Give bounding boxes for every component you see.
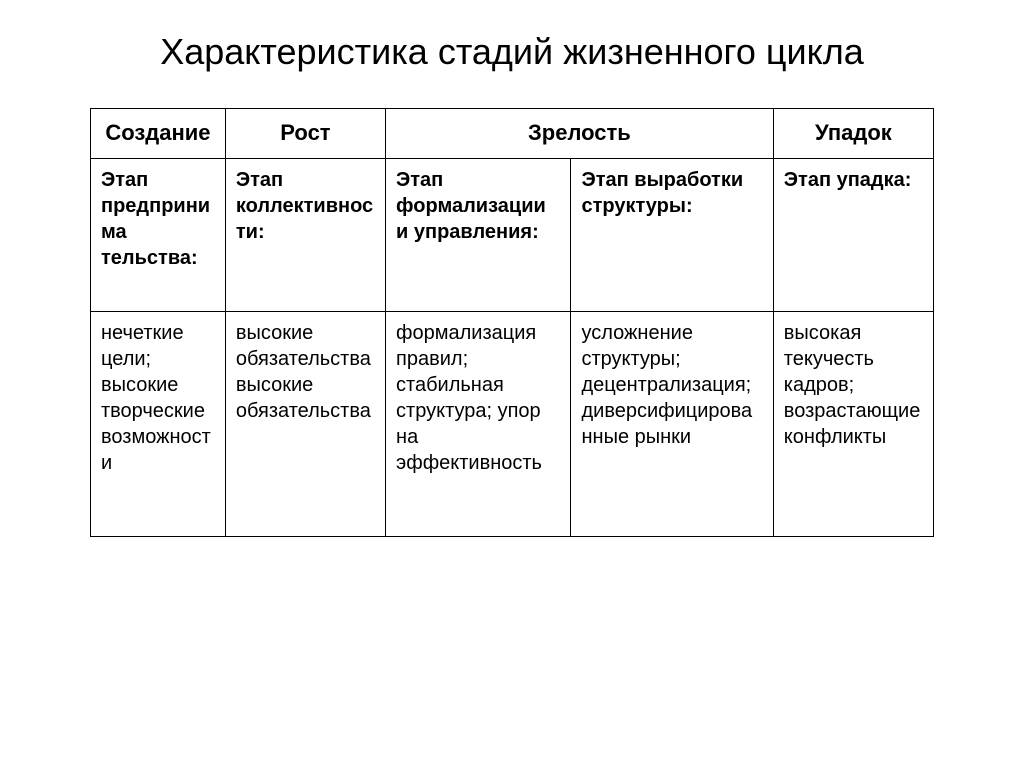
header-creation: Создание — [91, 109, 226, 159]
header-growth: Рост — [225, 109, 385, 159]
detail-cell-1: нечеткие цели; высокие творческие возмож… — [91, 311, 226, 536]
detail-cell-2: высокие обязательства высокие обязательс… — [225, 311, 385, 536]
stage-cell-4: Этап выработки структуры: — [571, 158, 773, 311]
stage-cell-2: Этап коллективности: — [225, 158, 385, 311]
header-maturity: Зрелость — [386, 109, 774, 159]
detail-row: нечеткие цели; высокие творческие возмож… — [91, 311, 934, 536]
detail-cell-3: формализация правил; стабильная структур… — [386, 311, 571, 536]
detail-cell-5: высокая текучесть кадров; возрастающие к… — [773, 311, 933, 536]
stage-cell-5: Этап упадка: — [773, 158, 933, 311]
page-title: Характеристика стадий жизненного цикла — [90, 30, 934, 73]
stage-cell-1: Этап предпринима тельства: — [91, 158, 226, 311]
header-row: Создание Рост Зрелость Упадок — [91, 109, 934, 159]
stage-cell-3: Этап формализации и управления: — [386, 158, 571, 311]
lifecycle-table: Создание Рост Зрелость Упадок Этап предп… — [90, 108, 934, 537]
header-decline: Упадок — [773, 109, 933, 159]
detail-cell-4: усложнение структуры; децентрализация; д… — [571, 311, 773, 536]
stage-row: Этап предпринима тельства: Этап коллекти… — [91, 158, 934, 311]
